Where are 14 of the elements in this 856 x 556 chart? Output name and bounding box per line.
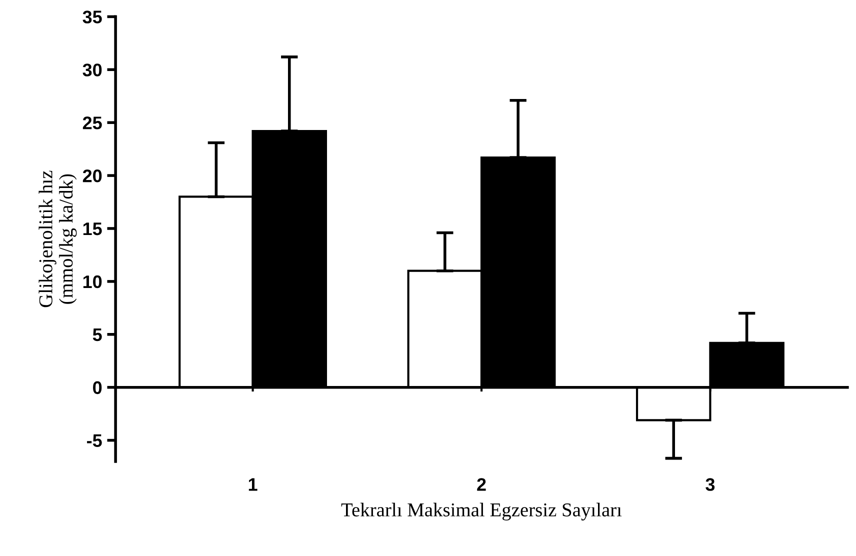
y-tick-label: 25: [82, 116, 102, 130]
y-tick-label: 0: [93, 381, 102, 394]
y-axis-title: Glikojenolitik hız (mmol/kg ka/dk): [38, 170, 77, 308]
y-tick-label: 35: [82, 10, 102, 24]
x-tick-label: 3: [706, 478, 715, 491]
x-tick-label: 2: [477, 478, 486, 491]
x-tick-label: 1: [248, 478, 258, 491]
y-tick-label: 15: [83, 222, 102, 236]
y-tick-label: -5: [87, 434, 102, 448]
y-tick-label: 5: [92, 328, 102, 342]
y-tick-label: 20: [82, 169, 102, 182]
y-tick-label: 30: [82, 64, 102, 76]
y-tick-label: 10: [83, 275, 102, 288]
x-axis-title: Tekrarlı Maksimal Egzersiz Sayıları: [341, 502, 622, 520]
